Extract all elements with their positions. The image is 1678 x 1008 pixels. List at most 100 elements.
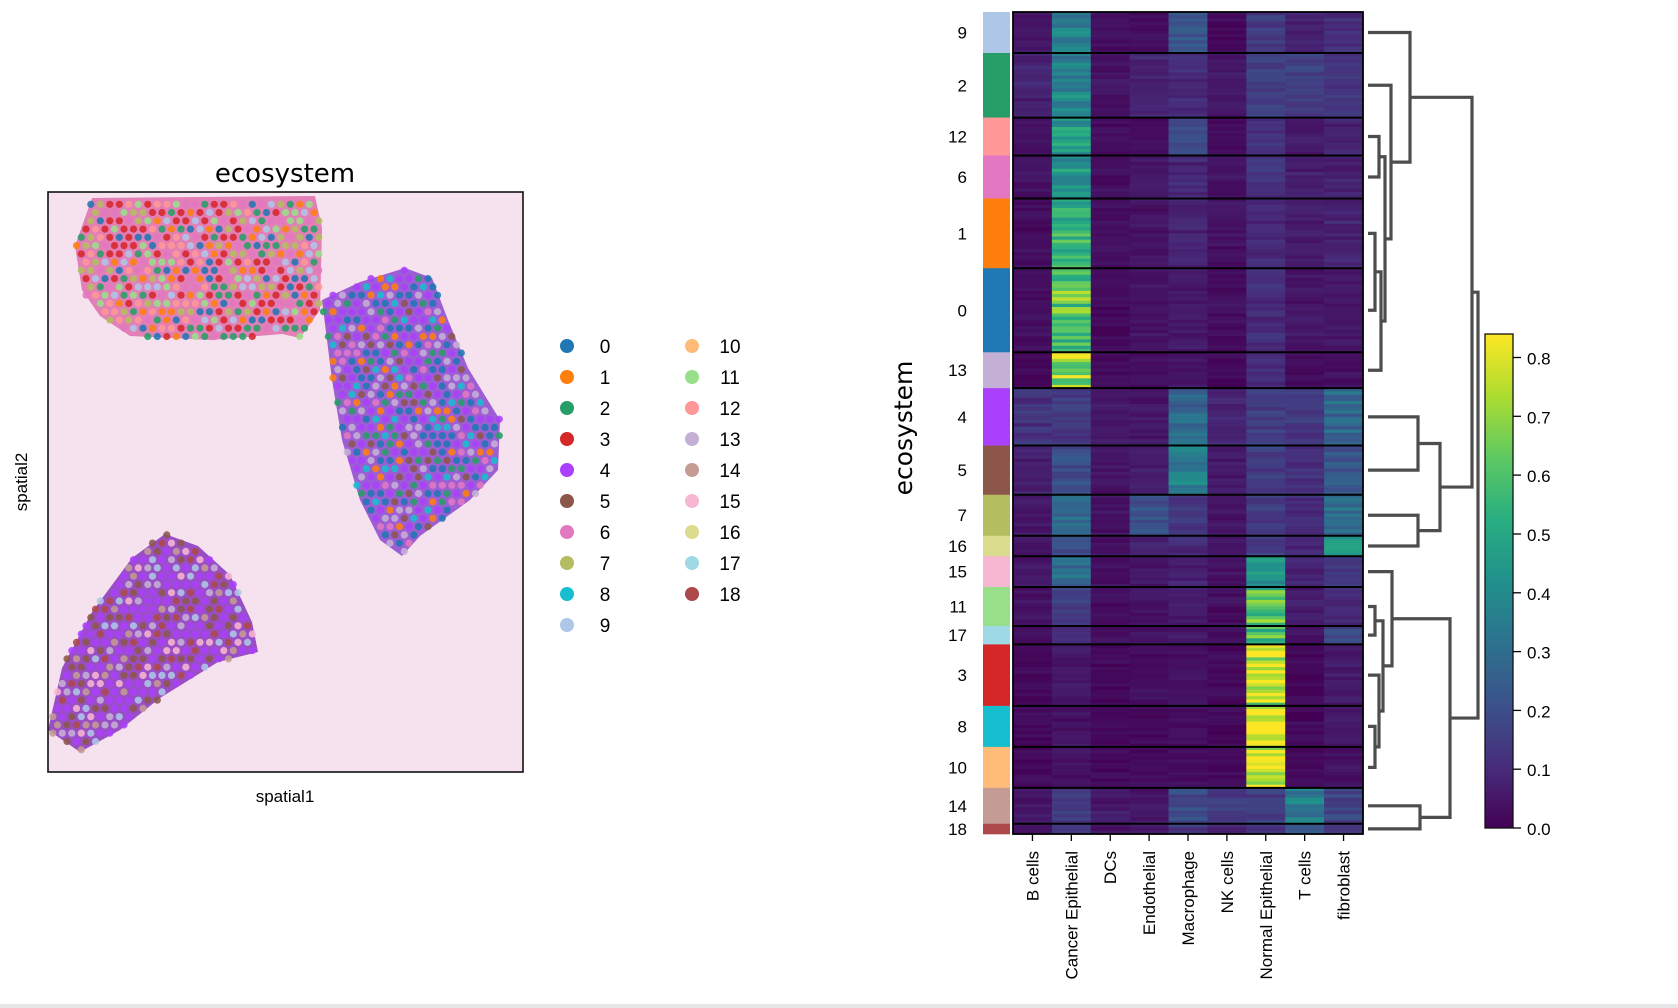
heatmap-cell [1285, 629, 1325, 633]
heatmap-cell [1246, 794, 1286, 799]
spot [353, 349, 361, 357]
spot [457, 366, 465, 374]
heatmap-cell [1324, 667, 1364, 671]
heatmap-cell [1324, 455, 1364, 460]
heatmap-cell [1285, 488, 1325, 492]
heatmap-cell [1013, 481, 1053, 486]
heatmap-cell [1013, 670, 1053, 674]
spot [433, 489, 442, 498]
heatmap-cell [1090, 300, 1131, 305]
spot [305, 316, 313, 324]
spot [395, 423, 404, 431]
heatmap-cell [1168, 519, 1208, 524]
heatmap-cell [1207, 663, 1247, 668]
spot [148, 572, 157, 580]
heatmap-cell [1246, 667, 1286, 671]
spot [139, 308, 147, 316]
heatmap-cell [1051, 175, 1092, 180]
heatmap-cell [1207, 107, 1247, 112]
spot [77, 696, 85, 704]
heatmap-cell [1090, 718, 1131, 723]
heatmap-cell [1285, 426, 1325, 431]
group-color-bar [983, 12, 1010, 835]
heatmap-cell [1285, 638, 1325, 642]
spot [177, 225, 185, 233]
spot [201, 316, 209, 324]
heatmap-cell [1285, 72, 1325, 76]
heatmap-cell [1051, 378, 1092, 383]
heatmap-cell [1090, 271, 1131, 276]
heatmap-cell [1285, 53, 1325, 57]
spot [391, 366, 399, 374]
spot [353, 332, 361, 341]
heatmap-cell [1324, 123, 1364, 128]
heatmap-cell [1246, 654, 1286, 658]
spot [110, 622, 119, 630]
heatmap-cell [1324, 718, 1364, 723]
heatmap-cell [1090, 549, 1131, 554]
heatmap-cell [1129, 98, 1169, 102]
spot [201, 233, 209, 241]
heatmap-cell [1129, 753, 1169, 757]
spot [172, 564, 180, 572]
legend-label-18: 18 [719, 585, 740, 606]
spot [462, 374, 470, 382]
heatmap-cell [1168, 439, 1208, 443]
heatmap-cell [1285, 539, 1325, 543]
spot [296, 233, 304, 241]
spot [167, 324, 176, 332]
heatmap-cell [1129, 827, 1169, 831]
heatmap-cell [1051, 445, 1092, 450]
spot [438, 399, 446, 407]
heatmap-cell [1090, 101, 1131, 106]
spot [348, 423, 356, 431]
spot [129, 258, 138, 266]
heatmap-cell [1013, 830, 1053, 835]
heatmap-cell [1285, 277, 1325, 282]
heatmap-cell [1246, 423, 1286, 427]
row-label-12: 12 [948, 128, 967, 147]
heatmap-cell [1207, 378, 1247, 383]
spot [429, 415, 437, 423]
heatmap-cell [1051, 211, 1092, 215]
heatmap-cell [1324, 208, 1364, 212]
spot [87, 283, 95, 291]
spot [262, 208, 271, 217]
spot [172, 547, 180, 556]
spot [106, 713, 114, 721]
heatmap-cell [1285, 43, 1325, 48]
heatmap-cell [1051, 435, 1092, 440]
heatmap-cell [1013, 526, 1053, 530]
heatmap-cell [1324, 753, 1364, 757]
heatmap-cell [1090, 445, 1131, 450]
heatmap-cell [1051, 111, 1092, 115]
spot [272, 258, 280, 266]
heatmap-cell [1285, 34, 1325, 38]
heatmap-cell [1207, 313, 1247, 318]
heatmap-cell [1207, 481, 1247, 486]
heatmap-cell [1168, 556, 1208, 560]
heatmap-cell [1013, 146, 1053, 150]
spot [115, 680, 123, 688]
heatmap-cell [1246, 625, 1286, 630]
heatmap-cell [1013, 24, 1053, 29]
heatmap-cell [1246, 336, 1286, 340]
heatmap-cell [1013, 712, 1053, 716]
heatmap-cell [1246, 439, 1286, 443]
heatmap-cell [1090, 491, 1131, 496]
heatmap-cell [1246, 552, 1286, 557]
spot [367, 374, 375, 382]
spot [362, 465, 370, 473]
heatmap-cell [1051, 394, 1092, 399]
spot [448, 382, 456, 390]
heatmap-cell [1013, 519, 1053, 524]
heatmap-cell [1324, 497, 1364, 502]
spot [353, 299, 361, 307]
heatmap-cell [1013, 329, 1053, 334]
heatmap-cell [1090, 120, 1131, 125]
spot [471, 489, 480, 498]
spot [139, 556, 147, 564]
heatmap-cell [1246, 612, 1286, 617]
heatmap-cell [1168, 622, 1208, 627]
heatmap-cell [1013, 820, 1053, 825]
